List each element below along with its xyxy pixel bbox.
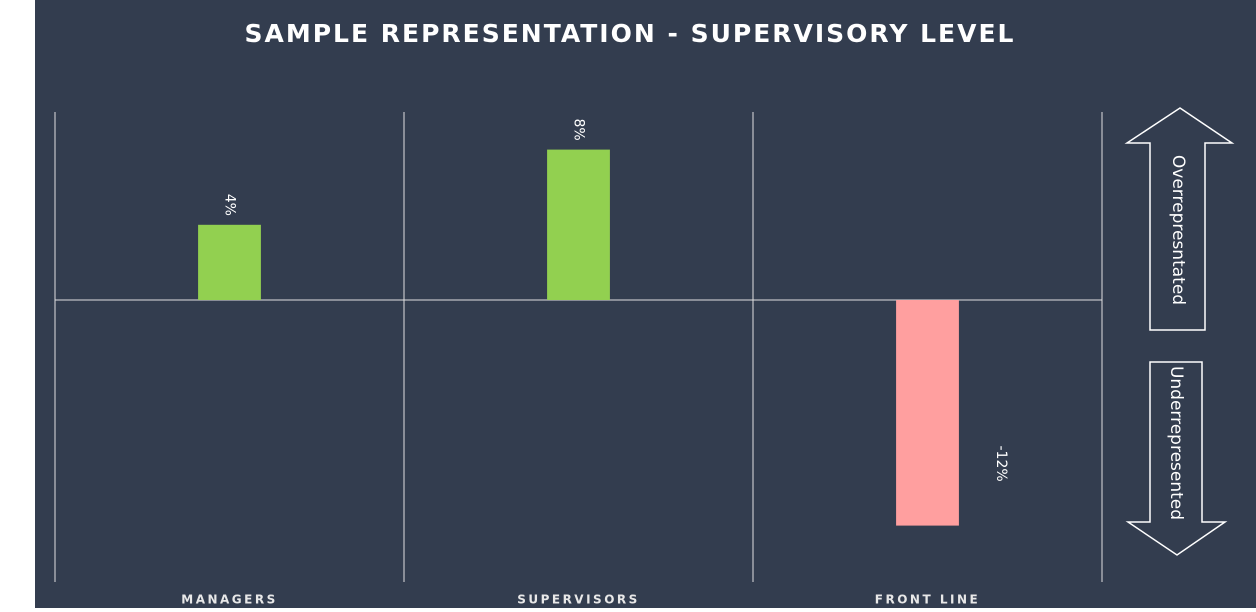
bar [547, 149, 610, 300]
x-tick-label: MANAGERS [181, 593, 278, 607]
bar [896, 300, 959, 526]
chart-title: SAMPLE REPRESENTATION - SUPERVISORY LEVE… [244, 19, 1016, 48]
value-label: 4% [222, 194, 238, 216]
x-tick-label: FRONT LINE [875, 593, 980, 607]
bar [198, 224, 261, 300]
down-arrow [1125, 361, 1228, 556]
value-label: -12% [993, 446, 1009, 482]
annotation: Overrepresntated [1168, 155, 1188, 305]
chart-panel [35, 0, 1256, 608]
value-label: 8% [571, 118, 587, 140]
x-tick-label: SUPERVISORS [517, 593, 640, 607]
annotation: Underrepresented [1166, 366, 1186, 520]
up-arrow [1124, 107, 1235, 331]
